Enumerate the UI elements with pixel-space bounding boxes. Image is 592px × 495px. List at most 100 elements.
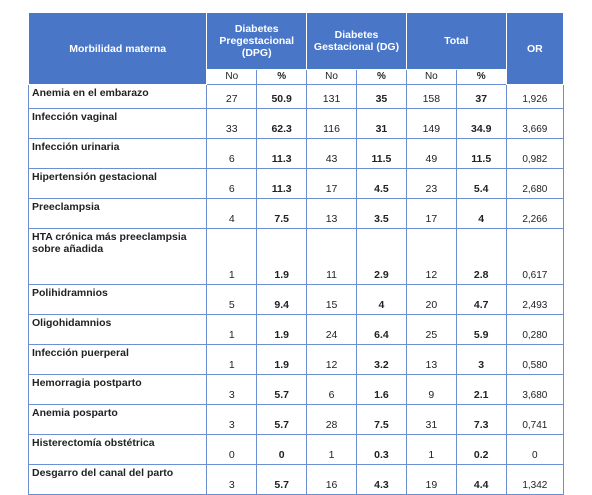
dpg-pct-cell: 1.9: [256, 228, 308, 285]
total-no-cell: 25: [405, 314, 457, 345]
dg-no-cell: 116: [306, 108, 357, 139]
dg-no-cell: 17: [306, 168, 357, 199]
dpg-pct-cell: 50.9: [256, 84, 308, 109]
table-row: HTA crónica más preeclampsia sobre añadi…: [27, 228, 565, 285]
dpg-no-cell: 3: [206, 374, 258, 405]
dpg-pct-cell: 9.4: [256, 284, 308, 315]
row-label: Histerectomía obstétrica: [27, 434, 208, 465]
dpg-no-cell: 5: [206, 284, 258, 315]
total-pct-cell: 7.3: [455, 404, 507, 435]
dpg-no-cell: 6: [206, 168, 258, 199]
total-pct-cell: 5.9: [455, 314, 507, 345]
or-cell: 2,266: [505, 198, 565, 229]
table-row: Anemia posparto 3 5.7 28 7.5 31 7.3 0,741: [27, 404, 565, 435]
dg-no-cell: 13: [306, 198, 357, 229]
row-label: Infección puerperal: [27, 344, 208, 375]
or-cell: 3,680: [505, 374, 565, 405]
dg-no-cell: 28: [306, 404, 357, 435]
dpg-no-cell: 3: [206, 404, 258, 435]
table-row: Infección vaginal 33 62.3 116 31 149 34.9 3,669: [27, 108, 565, 139]
table-row: Hemorragia postparto 3 5.7 6 1.6 9 2.1 3,680: [27, 374, 565, 405]
or-cell: 0,280: [505, 314, 565, 345]
dg-no-cell: 43: [306, 138, 357, 169]
or-cell: 0,617: [505, 228, 565, 285]
morbidity-table-container: Morbilidad materna Diabetes Pregestacion…: [27, 12, 565, 495]
row-label: Oligohidamnios: [27, 314, 208, 345]
dpg-pct-cell: 7.5: [256, 198, 308, 229]
total-pct-cell: 4: [455, 198, 507, 229]
dg-no-cell: 12: [306, 344, 357, 375]
or-cell: 1,926: [505, 84, 565, 109]
total-pct-cell: 4.7: [455, 284, 507, 315]
dpg-pct-cell: 1.9: [256, 344, 308, 375]
dg-pct-cell: 31: [356, 108, 407, 139]
dpg-no-cell: 1: [206, 314, 258, 345]
table-row: Hipertensión gestacional 6 11.3 17 4.5 23 5.4 2…: [27, 168, 565, 199]
row-label: Hemorragia postparto: [27, 374, 208, 405]
dg-pct-cell: 3.5: [356, 198, 407, 229]
total-pct-cell: 0.2: [455, 434, 507, 465]
dpg-pct-cell: 0: [256, 434, 308, 465]
dpg-no-cell: 1: [206, 228, 258, 285]
row-label: Hipertensión gestacional: [27, 168, 208, 199]
table-row: Anemia en el embarazo 27 50.9 131 35 158 37 1,9…: [27, 84, 565, 109]
table-row: Histerectomía obstétrica 0 0 1 0.3 1 0.2 0: [27, 434, 565, 465]
table-body: Anemia en el embarazo 27 50.9 131 35 158 37 1,9…: [27, 84, 565, 495]
row-label: Preeclampsia: [27, 198, 208, 229]
header-dg: Diabetes Gestacional (DG): [306, 12, 407, 70]
row-label: Infección vaginal: [27, 108, 208, 139]
row-label: Infección urinaria: [27, 138, 208, 169]
dpg-no-cell: 0: [206, 434, 258, 465]
total-no-cell: 23: [405, 168, 457, 199]
subheader-dpg-no: No: [206, 69, 258, 85]
total-pct-cell: 2.8: [455, 228, 507, 285]
header-dpg: Diabetes Pregestacional (DPG): [206, 12, 308, 70]
dg-pct-cell: 0.3: [356, 434, 407, 465]
dg-no-cell: 1: [306, 434, 357, 465]
subheader-dpg-pct: %: [256, 69, 308, 85]
dg-pct-cell: 35: [356, 84, 407, 109]
subheader-total-pct: %: [455, 69, 507, 85]
dpg-pct-cell: 11.3: [256, 138, 308, 169]
dpg-pct-cell: 1.9: [256, 314, 308, 345]
total-pct-cell: 5.4: [455, 168, 507, 199]
total-no-cell: 17: [405, 198, 457, 229]
table-header: Morbilidad materna Diabetes Pregestacion…: [27, 12, 565, 85]
or-cell: 3,669: [505, 108, 565, 139]
or-cell: 0,580: [505, 344, 565, 375]
subheader-dg-pct: %: [356, 69, 407, 85]
dg-pct-cell: 4.5: [356, 168, 407, 199]
row-label: Anemia en el embarazo: [27, 84, 208, 109]
total-no-cell: 149: [405, 108, 457, 139]
dpg-no-cell: 6: [206, 138, 258, 169]
dg-pct-cell: 7.5: [356, 404, 407, 435]
total-pct-cell: 37: [455, 84, 507, 109]
row-label: Polihidramnios: [27, 284, 208, 315]
header-or: OR: [505, 12, 565, 85]
subheader-total-no: No: [405, 69, 457, 85]
dg-pct-cell: 2.9: [356, 228, 407, 285]
dg-no-cell: 11: [306, 228, 357, 285]
dpg-pct-cell: 5.7: [256, 374, 308, 405]
dg-no-cell: 15: [306, 284, 357, 315]
dpg-no-cell: 1: [206, 344, 258, 375]
dg-pct-cell: 1.6: [356, 374, 407, 405]
morbidity-table: Morbilidad materna Diabetes Pregestacion…: [27, 12, 565, 495]
dpg-no-cell: 27: [206, 84, 258, 109]
or-cell: 0,982: [505, 138, 565, 169]
table-row: Preeclampsia 4 7.5 13 3.5 17 4 2,266: [27, 198, 565, 229]
dg-no-cell: 24: [306, 314, 357, 345]
or-cell: 2,493: [505, 284, 565, 315]
dpg-pct-cell: 11.3: [256, 168, 308, 199]
dg-pct-cell: 11.5: [356, 138, 407, 169]
table-row: Oligohidamnios 1 1.9 24 6.4 25 5.9 0,280: [27, 314, 565, 345]
dpg-pct-cell: 5.7: [256, 404, 308, 435]
table-row: Infección urinaria 6 11.3 43 11.5 49 11.5 0,982: [27, 138, 565, 169]
header-morbidity: Morbilidad materna: [27, 12, 208, 85]
dpg-no-cell: 33: [206, 108, 258, 139]
total-no-cell: 20: [405, 284, 457, 315]
dg-pct-cell: 4: [356, 284, 407, 315]
total-no-cell: 158: [405, 84, 457, 109]
table-row: Polihidramnios 5 9.4 15 4 20 4.7 2,493: [27, 284, 565, 315]
dpg-pct-cell: 62.3: [256, 108, 308, 139]
